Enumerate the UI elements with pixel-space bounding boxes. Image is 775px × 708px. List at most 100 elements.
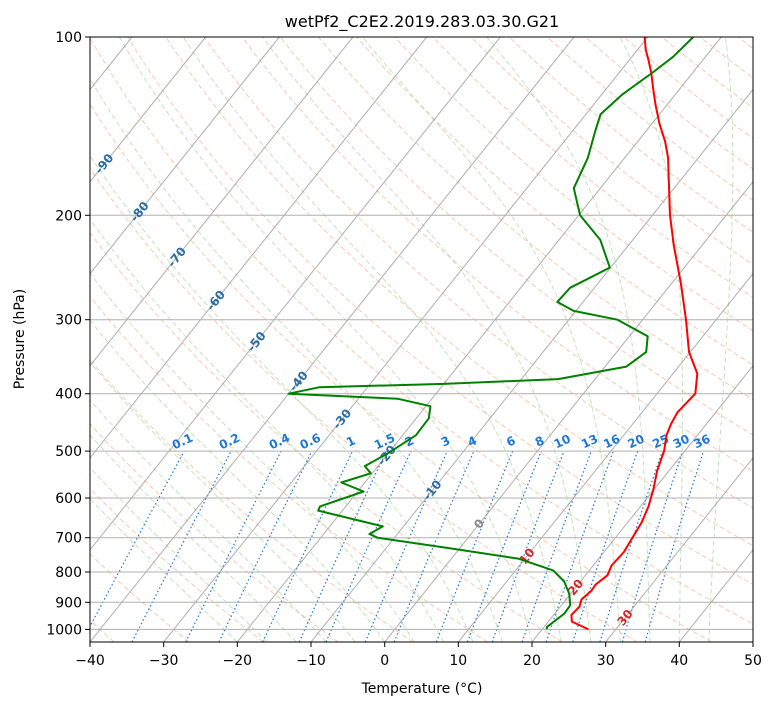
y-tick-label: 800 bbox=[55, 565, 82, 581]
moist-adiabat-line bbox=[708, 37, 734, 642]
x-tick-label: −40 bbox=[75, 653, 105, 669]
y-axis-label: Pressure (hPa) bbox=[12, 289, 28, 389]
mixing-ratio-line bbox=[325, 450, 412, 642]
dry-adiabat-line bbox=[508, 37, 753, 233]
mixing-ratio-line bbox=[644, 450, 705, 642]
mixing-ratio-label: 0.2 bbox=[217, 431, 242, 453]
dry-adiabat-line bbox=[546, 37, 753, 201]
dry-adiabat-line bbox=[90, 423, 339, 642]
y-tick-label: 700 bbox=[55, 531, 82, 547]
temperature-profile-line bbox=[570, 37, 699, 631]
dry-adiabat-line bbox=[165, 37, 753, 547]
dry-adiabat-line bbox=[317, 37, 753, 401]
mixing-ratio-labels: 0.1 0.2 0.4 0.6 1 1.5 2 3 4 6 8 10 13 16 20 25 30 36 bbox=[170, 431, 713, 453]
y-axis-ticks: 100 200 300 400 500 600 700 800 900 1000 bbox=[46, 30, 90, 638]
x-axis-ticks: −40 −30 −20 −10 0 10 20 30 40 50 bbox=[75, 642, 762, 669]
dry-adiabat-line bbox=[90, 37, 753, 625]
isotherm-line bbox=[163, 37, 649, 642]
x-tick-label: 50 bbox=[744, 653, 762, 669]
mixing-ratio-line bbox=[364, 450, 448, 642]
x-tick-label: −20 bbox=[223, 653, 253, 669]
dry-adiabat-line bbox=[759, 24, 775, 642]
isotherm-line bbox=[384, 180, 753, 642]
isotherm-label: -50 bbox=[244, 329, 269, 355]
isotherm-line bbox=[90, 37, 575, 642]
moist-adiabat-line bbox=[90, 361, 356, 642]
mixing-ratio-line bbox=[218, 450, 313, 642]
x-tick-label: −10 bbox=[296, 653, 326, 669]
dry-adiabat-line bbox=[90, 103, 712, 642]
isotherm-lines bbox=[90, 37, 753, 642]
y-tick-label: 1000 bbox=[46, 622, 82, 638]
isotherm-line bbox=[90, 37, 207, 183]
isotherm-label: -90 bbox=[92, 151, 117, 177]
mixing-ratio-label: 13 bbox=[579, 432, 600, 452]
dry-adiabat-line bbox=[127, 37, 753, 586]
moist-adiabat-line bbox=[486, 37, 651, 642]
moist-adiabat-line bbox=[182, 37, 562, 642]
mixing-ratio-label: 0.6 bbox=[298, 431, 323, 453]
y-tick-label: 600 bbox=[55, 491, 82, 507]
mixing-ratio-label: 10 bbox=[552, 432, 573, 452]
mixing-ratio-line bbox=[435, 450, 514, 642]
moist-adiabat-line bbox=[90, 154, 474, 642]
isotherm-line bbox=[90, 37, 354, 367]
x-tick-label: 0 bbox=[380, 653, 389, 669]
mixing-ratio-label: 0.1 bbox=[170, 431, 195, 453]
x-tick-label: −30 bbox=[149, 653, 179, 669]
mixing-ratio-label: 6 bbox=[504, 433, 517, 449]
moist-adiabat-line bbox=[90, 319, 386, 642]
x-tick-label: 20 bbox=[523, 653, 541, 669]
dry-adiabat-line bbox=[241, 37, 753, 472]
mixing-ratio-label: 0.4 bbox=[267, 431, 292, 453]
moist-adiabat-line bbox=[90, 467, 268, 642]
moist-adiabat-line bbox=[118, 37, 533, 642]
x-tick-label: 40 bbox=[670, 653, 688, 669]
y-tick-label: 900 bbox=[55, 595, 82, 611]
mixing-ratio-label: 8 bbox=[533, 433, 546, 449]
mixing-ratio-line bbox=[90, 450, 185, 628]
mixing-ratio-line bbox=[621, 450, 684, 642]
isotherm-line bbox=[90, 37, 501, 551]
y-tick-label: 300 bbox=[55, 313, 82, 329]
dry-adiabat-line bbox=[699, 37, 753, 79]
profile-lines bbox=[287, 37, 699, 631]
isotherm-label: 20 bbox=[565, 577, 586, 599]
plot-frame bbox=[89, 36, 754, 643]
isotherm-label: -10 bbox=[420, 477, 445, 503]
mixing-ratio-label: 20 bbox=[625, 432, 646, 452]
y-tick-label: 400 bbox=[55, 387, 82, 403]
mixing-ratio-line bbox=[466, 450, 542, 642]
isotherm-line bbox=[457, 272, 753, 642]
mixing-ratio-line bbox=[572, 450, 639, 642]
chart-title: wetPf2_C2E2.2019.283.03.30.G21 bbox=[285, 12, 559, 32]
moist-adiabat-line bbox=[90, 218, 445, 642]
moist-adiabat-line bbox=[90, 399, 327, 642]
mixing-ratio-label: 36 bbox=[691, 432, 712, 452]
mixing-ratio-label: 30 bbox=[671, 432, 692, 452]
mixing-ratio-label: 25 bbox=[650, 432, 671, 452]
x-tick-label: 10 bbox=[449, 653, 467, 669]
x-tick-label: 30 bbox=[597, 653, 615, 669]
dry-adiabat-line bbox=[90, 359, 414, 642]
isotherm-line bbox=[531, 364, 753, 642]
moist-adiabat-line bbox=[262, 37, 592, 642]
moist-adiabat-line bbox=[362, 37, 621, 642]
moist-adiabat-line bbox=[619, 37, 683, 642]
dry-adiabat-line bbox=[90, 231, 563, 642]
x-axis-label: Temperature (°C) bbox=[361, 681, 483, 697]
dewpoint-profile-line bbox=[287, 37, 695, 630]
dry-adiabat-line bbox=[90, 295, 488, 642]
mixing-ratio-line bbox=[545, 450, 614, 642]
mixing-ratio-line bbox=[491, 450, 565, 642]
mixing-ratio-label: 1 bbox=[344, 433, 357, 449]
isotherm-line bbox=[310, 88, 753, 642]
y-tick-label: 200 bbox=[55, 208, 82, 224]
dry-adiabat-line bbox=[737, 37, 753, 50]
isotherm-label: -70 bbox=[165, 244, 190, 270]
isotherm-line bbox=[605, 457, 753, 642]
y-tick-label: 500 bbox=[55, 444, 82, 460]
moist-adiabat-line bbox=[90, 498, 238, 642]
